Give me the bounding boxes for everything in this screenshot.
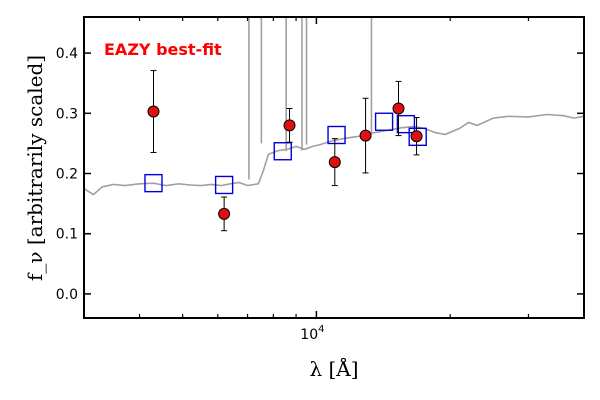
annotation-label: EAZY best-fit <box>104 40 222 59</box>
modeled-photometry-point <box>374 112 394 131</box>
observed-photometry-point <box>359 129 372 142</box>
y-tick-label: 0.1 <box>56 227 78 243</box>
modeled-photometry-point <box>214 175 234 195</box>
observed-photometry-point <box>410 130 423 143</box>
y-tick-label: 0.2 <box>56 167 78 183</box>
observed-photometry-point <box>147 105 160 118</box>
y-tick-label: 0.3 <box>56 106 78 122</box>
x-tick-base: 10 <box>300 327 318 343</box>
modeled-photometry-point <box>327 125 346 145</box>
model-sed-line <box>83 113 585 196</box>
observed-photometry-point <box>392 102 405 115</box>
plot-frame <box>83 16 585 319</box>
modeled-photometry-point <box>144 173 163 193</box>
y-tick-label: 0.0 <box>56 287 78 303</box>
modeled-photometry-point <box>396 114 416 134</box>
observed-photometry-point <box>218 207 231 220</box>
x-tick-exponent: 4 <box>318 324 324 335</box>
plot-area <box>83 17 585 232</box>
modeled-photometry-point <box>408 127 427 146</box>
x-tick-label: 104 <box>300 324 324 343</box>
observed-photometry-point <box>328 156 341 169</box>
observed-photometry-point <box>283 119 296 132</box>
x-axis-label: λ [Å] <box>309 356 358 381</box>
modeled-photometry-point <box>273 142 292 161</box>
ticks: 0.0 0.1 0.2 0.3 0.4 104 <box>56 17 584 343</box>
y-axis-label: f_ν [arbitrarily scaled] <box>23 55 47 281</box>
y-tick-label: 0.4 <box>56 46 78 62</box>
